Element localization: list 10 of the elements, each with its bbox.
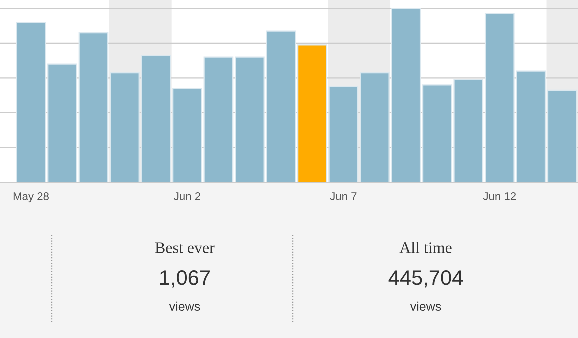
x-tick-label: Jun 12	[483, 192, 516, 200]
text: Best ever	[155, 242, 215, 254]
text: views	[410, 302, 442, 312]
x-tick-label: Jun 2	[174, 192, 200, 200]
text: views	[169, 302, 200, 312]
x-tick-label: Jun 7	[330, 192, 357, 200]
x-tick-label: May 28	[14, 192, 49, 203]
text: 445,704	[388, 270, 464, 288]
text: All time	[400, 242, 452, 254]
text: 1,067	[160, 270, 210, 288]
